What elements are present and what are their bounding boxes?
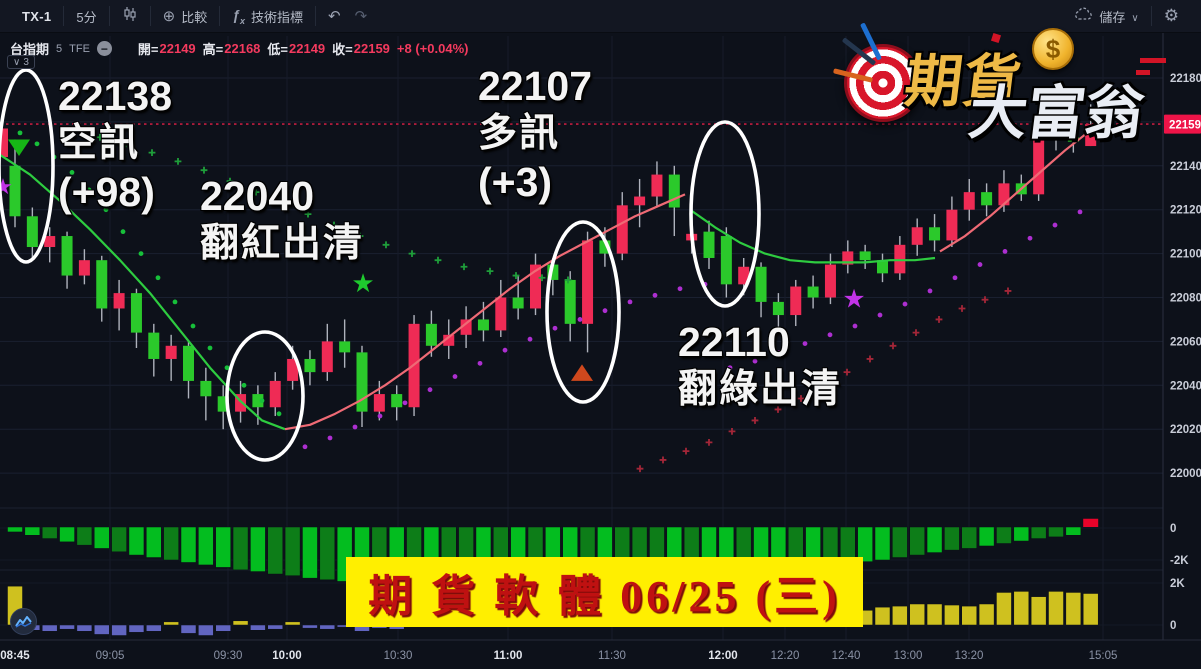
redo-button[interactable] [353,0,380,33]
chevron-down-icon [13,57,20,68]
legend-symbol: 台指期 [10,42,50,57]
svg-text:22020: 22020 [1170,424,1201,436]
cloud-icon [1074,7,1093,25]
indicator-pane-button[interactable] [10,608,37,635]
svg-text:12:00: 12:00 [708,650,737,662]
svg-text:22000: 22000 [1170,468,1201,480]
promo-banner: 期 貨 軟 體 06/25 (三) [346,557,863,627]
svg-text:22040: 22040 [1170,380,1201,392]
open-label: 開= [137,42,159,57]
svg-text:13:00: 13:00 [894,650,923,662]
high-value: 22168 [224,41,261,56]
price-axis[interactable] [1163,33,1201,640]
svg-text:13:20: 13:20 [955,650,984,662]
interval-button[interactable]: 5分 [64,0,108,33]
toolbar-divider [108,6,110,26]
undo-button[interactable] [316,0,353,33]
toolbar-divider [219,6,221,26]
svg-text:11:30: 11:30 [598,650,626,662]
svg-text:11:00: 11:00 [494,650,523,662]
svg-text:09:05: 09:05 [96,650,125,662]
change-value: +8 (+0.04%) [396,41,469,56]
svg-text:15:05: 15:05 [1089,650,1118,662]
indicators-button[interactable]: ƒx 技術指標 [220,0,315,33]
svg-text:★: ★ [0,175,13,200]
save-layout-button[interactable]: 儲存 [1062,0,1150,33]
legend-interval: 5 [56,42,63,55]
svg-text:0: 0 [1170,620,1176,632]
svg-text:★: ★ [351,269,374,299]
legend-exchange: TFE [69,42,90,55]
indicators-label: 技術指標 [251,9,304,25]
svg-text:★: ★ [842,284,865,314]
svg-text:12:20: 12:20 [771,650,800,662]
svg-text:09:30: 09:30 [214,650,243,662]
gear-icon [1164,6,1179,26]
chevron-down-icon [1131,8,1138,25]
save-label: 儲存 [1099,9,1126,25]
svg-text:22140: 22140 [1170,161,1201,173]
redo-icon [355,7,368,25]
toolbar-divider [149,6,151,26]
interval-label: 5分 [76,9,97,25]
collapse-count: 3 [23,56,29,68]
svg-text:22100: 22100 [1170,249,1201,261]
svg-text:10:30: 10:30 [384,650,413,662]
toolbar-divider [63,6,65,26]
time-axis[interactable] [0,640,1201,669]
svg-text:22159: 22159 [1169,120,1201,132]
toolbar-divider [1150,6,1152,26]
plus-circle-icon [163,7,176,25]
low-value: 22149 [289,41,326,56]
hide-series-button[interactable] [96,41,112,56]
toolbar-divider [315,6,317,26]
symbol-button[interactable]: TX-1 [10,0,63,33]
svg-text:2K: 2K [1170,578,1185,590]
symbol-label: TX-1 [22,8,52,24]
compare-button[interactable]: 比較 [151,0,220,33]
svg-text:08:45: 08:45 [0,650,30,662]
svg-text:0: 0 [1170,523,1176,535]
compare-label: 比較 [181,9,208,25]
close-value: 22159 [353,41,390,56]
low-label: 低= [267,42,289,57]
chart-style-button[interactable] [110,0,150,33]
svg-text:22180: 22180 [1170,73,1201,85]
indicator-collapse-toggle[interactable]: 3 [7,55,35,69]
svg-text:12:40: 12:40 [832,650,861,662]
undo-icon [328,7,341,25]
svg-text:22120: 22120 [1170,205,1201,217]
svg-text:22060: 22060 [1170,336,1201,348]
chart-legend: 台指期 5 TFE 開=22149 高=22168 低=22149 收=2215… [10,39,468,58]
svg-text:10:00: 10:00 [272,650,301,662]
close-label: 收= [332,42,353,57]
candlestick-icon [122,6,138,26]
mountain-chart-icon [15,616,32,628]
settings-button[interactable] [1152,0,1191,33]
open-value: 22149 [159,41,196,56]
high-label: 高= [202,42,224,57]
svg-text:-2K: -2K [1170,555,1189,567]
top-toolbar: TX-1 5分 比較 ƒx 技術指標 [0,0,1201,33]
fx-icon: ƒx [232,6,246,26]
svg-text:22080: 22080 [1170,293,1201,305]
